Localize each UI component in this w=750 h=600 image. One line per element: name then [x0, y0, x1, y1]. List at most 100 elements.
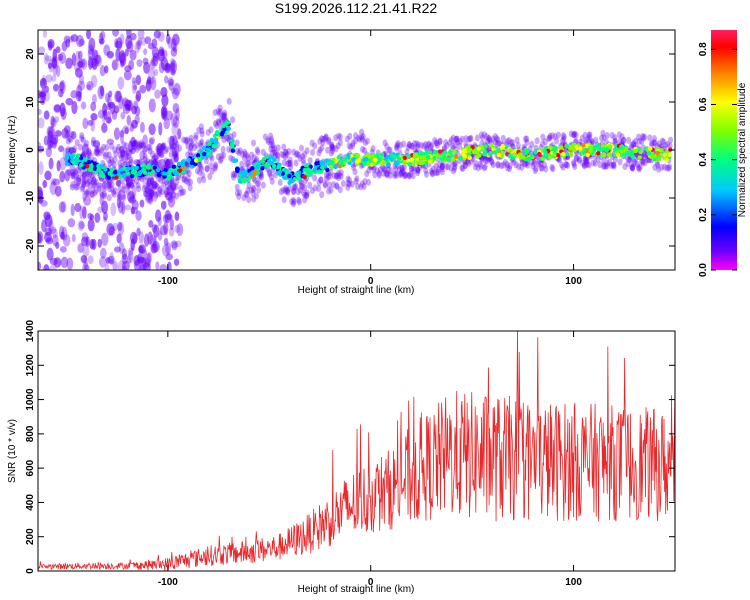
- heatmap-cell: [93, 148, 100, 157]
- heatmap-cell: [132, 140, 138, 151]
- heatmap-cell: [457, 137, 463, 145]
- heatmap-cell: [309, 187, 315, 195]
- heatmap-cell: [79, 162, 84, 168]
- heatmap-cell: [171, 38, 177, 51]
- heatmap-cell: [652, 139, 658, 147]
- heatmap-cell: [265, 136, 271, 144]
- heatmap-cell: [167, 36, 173, 49]
- heatmap-cell: [198, 123, 204, 131]
- heatmap-cell: [564, 151, 570, 157]
- heatmap-cell: [310, 148, 316, 156]
- heatmap-cell: [386, 162, 391, 167]
- heatmap-cell: [248, 158, 254, 166]
- heatmap-cell: [631, 141, 637, 149]
- heatmap-cell: [112, 261, 118, 270]
- heatmap-cell: [642, 150, 648, 158]
- heatmap-cell: [72, 145, 78, 153]
- heatmap-cell: [75, 153, 81, 158]
- heatmap-cell: [415, 166, 421, 174]
- heatmap-cell: [467, 147, 473, 153]
- heatmap-cell: [77, 60, 84, 69]
- heatmap-cell: [194, 167, 200, 175]
- heatmap-cell: [382, 166, 388, 174]
- heatmap-cell: [89, 238, 95, 250]
- heatmap-cell: [373, 157, 378, 163]
- heatmap-cell: [173, 183, 179, 191]
- heatmap-cell: [128, 158, 134, 166]
- heatmap-cell: [231, 131, 237, 139]
- heatmap-cell: [241, 194, 247, 202]
- heatmap-cell: [43, 135, 49, 146]
- heatmap-cell: [55, 130, 62, 137]
- heatmap-cell: [164, 160, 170, 168]
- heatmap-cell: [45, 55, 53, 62]
- heatmap-cell: [201, 176, 207, 184]
- heatmap-cell: [159, 264, 168, 270]
- heatmap-cell: [302, 191, 308, 199]
- heatmap-cell: [338, 169, 344, 177]
- heatmap-cell: [490, 135, 496, 143]
- heatmap-cell: [580, 143, 586, 148]
- heatmap-cell: [636, 165, 642, 173]
- heatmap-cell: [173, 83, 181, 96]
- heatmap-cell: [350, 139, 356, 147]
- heatmap-cell: [441, 144, 447, 152]
- heatmap-cell: [205, 147, 210, 152]
- heatmap-cell: [159, 150, 165, 158]
- heatmap-cell: [337, 186, 343, 194]
- heatmap-cell: [155, 209, 162, 222]
- heatmap-cell: [151, 183, 157, 191]
- heatmap-cell: [147, 144, 153, 152]
- heatmap-cell: [419, 151, 424, 156]
- heatmap-cell: [420, 160, 425, 165]
- heatmap-cell: [102, 192, 108, 200]
- heatmap-cell: [184, 136, 190, 144]
- heatmap-cell: [161, 111, 167, 119]
- heatmap-cell: [82, 246, 90, 257]
- heatmap-cell: [130, 170, 136, 175]
- heatmap-cell: [59, 246, 67, 253]
- heatmap-cell: [275, 144, 281, 152]
- heatmap-cell: [495, 136, 501, 144]
- heatmap-cell: [609, 161, 615, 169]
- heatmap-cell: [659, 147, 664, 153]
- heatmap-cell: [256, 173, 262, 181]
- y-tick-label: -20: [25, 238, 36, 253]
- heatmap-cell: [59, 170, 66, 183]
- heatmap-cell: [549, 163, 555, 171]
- heatmap-cell: [323, 133, 329, 141]
- heatmap-cell: [385, 166, 391, 174]
- heatmap-cell: [114, 175, 119, 180]
- heatmap-cell: [86, 178, 92, 186]
- heatmap-cell: [154, 183, 160, 191]
- heatmap-cell: [510, 139, 516, 147]
- heatmap-cell: [172, 33, 180, 46]
- heatmap-cell: [442, 150, 448, 155]
- heatmap-cell: [131, 80, 138, 94]
- heatmap-cell: [483, 157, 489, 165]
- y-tick-label: 1000: [25, 388, 36, 411]
- heatmap-cell: [240, 151, 246, 159]
- heatmap-cell: [105, 116, 112, 124]
- heatmap-cell: [230, 116, 236, 124]
- heatmap-cell: [412, 140, 418, 148]
- heatmap-cell: [423, 167, 429, 175]
- heatmap-cell: [93, 178, 99, 186]
- heatmap-cell: [353, 132, 359, 140]
- heatmap-cell: [349, 180, 355, 188]
- heatmap-cell: [168, 150, 174, 158]
- heatmap-cell: [481, 164, 487, 172]
- heatmap-cell: [149, 59, 156, 70]
- heatmap-cell: [119, 146, 125, 154]
- heatmap-cell: [467, 135, 473, 143]
- heatmap-cell: [301, 189, 307, 197]
- heatmap-cell: [386, 146, 392, 154]
- heatmap-cell: [69, 154, 75, 159]
- heatmap-cell: [181, 136, 187, 144]
- heatmap-cell: [411, 164, 417, 172]
- y-tick-label: -10: [25, 190, 36, 205]
- heatmap-cell: [642, 158, 648, 166]
- heatmap-cell: [185, 178, 191, 186]
- heatmap-cell: [143, 61, 150, 74]
